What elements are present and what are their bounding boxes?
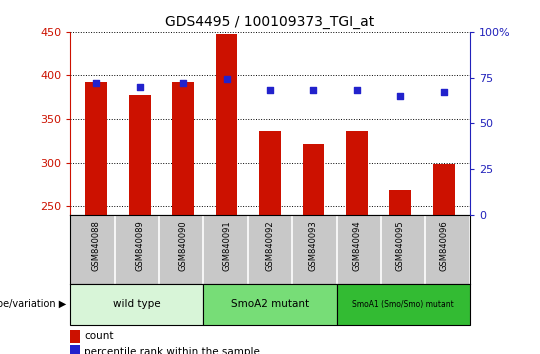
Bar: [129, 95, 151, 215]
Text: GSM840094: GSM840094: [353, 221, 361, 271]
Point: [92, 80, 100, 86]
Title: GDS4495 / 100109373_TGI_at: GDS4495 / 100109373_TGI_at: [165, 16, 375, 29]
Text: GSM840088: GSM840088: [92, 221, 101, 272]
Bar: [215, 34, 238, 215]
Bar: [70, 330, 80, 343]
Point: [396, 93, 404, 99]
Bar: [302, 143, 325, 215]
FancyBboxPatch shape: [336, 284, 470, 325]
Point: [309, 88, 318, 93]
Point: [353, 88, 361, 93]
Text: GSM840090: GSM840090: [179, 221, 187, 271]
Text: genotype/variation ▶: genotype/variation ▶: [0, 299, 66, 309]
Text: GSM840093: GSM840093: [309, 221, 318, 271]
Point: [136, 84, 144, 90]
Text: GSM840096: GSM840096: [439, 221, 448, 271]
Bar: [259, 131, 281, 215]
Point: [440, 90, 448, 95]
Point: [179, 80, 187, 86]
Text: GSM840091: GSM840091: [222, 221, 231, 271]
Point: [266, 88, 274, 93]
Text: GSM840092: GSM840092: [266, 221, 274, 271]
Bar: [85, 81, 107, 215]
Text: count: count: [84, 331, 114, 342]
Bar: [346, 131, 368, 215]
FancyBboxPatch shape: [70, 284, 204, 325]
FancyBboxPatch shape: [204, 284, 336, 325]
Bar: [172, 82, 194, 215]
Text: wild type: wild type: [113, 299, 160, 309]
Text: GSM840089: GSM840089: [135, 221, 144, 271]
Text: SmoA2 mutant: SmoA2 mutant: [231, 299, 309, 309]
Text: percentile rank within the sample: percentile rank within the sample: [84, 347, 260, 354]
Bar: [389, 190, 411, 215]
Bar: [433, 165, 455, 215]
Point: [222, 77, 231, 82]
Text: GSM840095: GSM840095: [396, 221, 405, 271]
Bar: [70, 346, 80, 354]
Text: SmoA1 (Smo/Smo) mutant: SmoA1 (Smo/Smo) mutant: [352, 300, 454, 309]
